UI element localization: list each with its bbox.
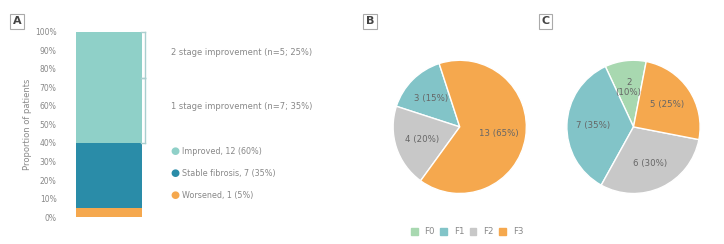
Text: 2
(10%): 2 (10%) (615, 78, 641, 97)
Legend: F0, F1, F2, F3: F0, F1, F2, F3 (407, 224, 527, 240)
Wedge shape (634, 61, 700, 140)
Wedge shape (397, 63, 460, 127)
Bar (76, 143, 142, 208)
Text: C: C (542, 16, 550, 26)
Text: ●: ● (171, 146, 180, 156)
Text: 6 (30%): 6 (30%) (634, 159, 668, 168)
Text: B: B (366, 16, 374, 26)
Text: 2 stage improvement (n=5; 25%): 2 stage improvement (n=5; 25%) (171, 48, 312, 57)
Text: Worsened, 1 (5%): Worsened, 1 (5%) (182, 191, 254, 200)
Text: A: A (13, 16, 22, 26)
Bar (76, 32, 142, 143)
Text: Stable fibrosis, 7 (35%): Stable fibrosis, 7 (35%) (182, 169, 276, 178)
Wedge shape (421, 60, 526, 193)
Text: ●: ● (171, 190, 180, 200)
Text: 1 stage improvement (n=7; 35%): 1 stage improvement (n=7; 35%) (171, 102, 312, 111)
Wedge shape (605, 60, 647, 127)
Text: 4 (20%): 4 (20%) (405, 135, 439, 144)
Text: ●: ● (171, 168, 180, 178)
Text: 7 (35%): 7 (35%) (576, 121, 610, 130)
Text: 5 (25%): 5 (25%) (649, 100, 683, 109)
Y-axis label: Proportion of patients: Proportion of patients (23, 79, 33, 170)
Wedge shape (601, 127, 699, 193)
Text: Improved, 12 (60%): Improved, 12 (60%) (182, 147, 262, 156)
Wedge shape (393, 106, 460, 181)
Bar (76, 208, 142, 217)
Wedge shape (567, 67, 634, 185)
Text: 3 (15%): 3 (15%) (414, 94, 449, 103)
Text: 13 (65%): 13 (65%) (479, 129, 519, 138)
